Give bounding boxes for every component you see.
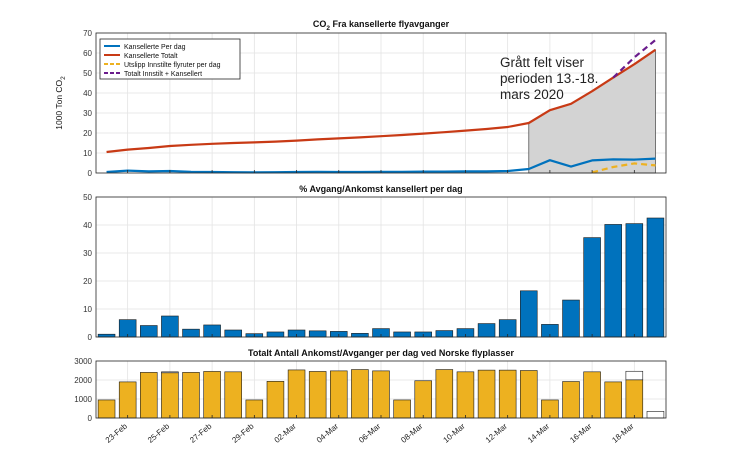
bar [308,330,327,338]
bar [351,333,369,338]
bar [625,223,644,338]
series-line-1 [106,48,657,154]
y-tick-label: 10 [83,305,92,314]
y-axis-label-part: 1000 Ton CO [54,79,64,129]
bar [118,381,137,419]
bar [604,224,622,338]
x-tick-label: 02-Mar [273,421,298,444]
bar [182,372,200,419]
chart-title-subscript: 2 [326,25,330,32]
cancelled-percent-bar-chart: 0 10 20 30 40 50 % Avgang/Ankomst kansellert p… [83,184,667,342]
annotation-line: perioden 13.-18. [500,71,598,86]
bar [203,371,221,419]
x-tick-label: 04-Mar [315,421,340,444]
bar [224,329,242,338]
bar [97,399,116,419]
legend-label-3: Totalt Innstilt + Kansellert [124,71,202,78]
bar [287,369,306,419]
bar [97,333,116,338]
y-axis-label-subscript: 2 [60,76,67,80]
y-tick-label: 10 [83,149,92,158]
bar [351,369,369,419]
y-tick-label: 50 [83,69,92,78]
bar [308,371,327,419]
y-tick-label: 1000 [74,395,92,404]
total-movements-bar-chart: 0 1000 2000 3000 Totalt Antall Ankomst/Avgan… [74,348,667,445]
bar-stacked [646,411,665,419]
chart-title-part: CO [313,19,327,29]
y-tick-label: 0 [88,414,93,423]
bar [435,330,454,338]
bar [182,328,200,338]
x-tick-label: 16-Mar [568,421,593,444]
bar [224,371,242,419]
y-tick-label: 2000 [74,376,92,385]
x-tick-label: 14-Mar [526,421,551,444]
bar [161,315,179,338]
chart-title-rest: Fra kansellerte flyavganger [330,19,450,29]
y-tick-label: 60 [83,49,92,58]
legend-label-0: Kansellerte Per dag [124,44,186,51]
y-tick-label: 70 [83,29,92,38]
bar [140,372,158,419]
bar [646,217,665,338]
y-axis-label: 1000 Ton CO2 [54,76,67,130]
legend-box [99,38,241,80]
bar [266,331,285,338]
y-tick-label: 3000 [74,357,92,366]
y-tick-label: 50 [83,193,92,202]
bar [562,299,580,338]
bar [498,369,517,419]
x-tick-label: 25-Feb [146,421,172,445]
bar-stacked [161,371,179,374]
bar [372,370,390,419]
bar [562,381,580,419]
bar [393,399,411,419]
y-tick-label: 30 [83,109,92,118]
y-tick-label: 0 [88,333,93,342]
x-tick-label: 27-Feb [188,421,214,445]
bar [266,381,285,419]
bar [414,380,432,419]
legend-label-1: Kansellerte Totalt [124,53,178,60]
bar [604,381,622,419]
bar-stacked [625,370,644,381]
chart-title: % Avgang/Ankomst kansellert per dag [299,184,462,194]
bar [520,370,538,419]
y-tick-label: 20 [83,129,92,138]
bar [456,371,475,419]
y-tick-label: 20 [83,277,92,286]
legend-label-2: Utslipp Innstilte flyruter per dag [124,62,221,69]
bar [583,371,601,419]
chart-title: CO2 Fra kansellerte flyavganger [313,19,450,32]
x-tick-label: 06-Mar [357,421,382,444]
bar [477,369,496,419]
y-tick-label: 0 [88,169,93,178]
bar [140,325,158,338]
series-line-2 [591,162,656,174]
chart-title: Totalt Antall Ankomst/Avganger per dag v… [248,348,514,358]
bar [393,331,411,338]
bar [520,290,538,338]
annotation-line: Grått felt viser [500,55,585,70]
x-tick-label: 18-Mar [610,421,635,444]
bar [435,369,454,419]
bar [583,237,601,338]
y-tick-label: 30 [83,249,92,258]
bar [625,379,644,419]
x-tick-label: 12-Mar [484,421,509,444]
x-tick-label: 29-Feb [230,421,256,445]
x-tick-label: 10-Mar [442,421,467,444]
legend: Kansellerte Per dag Kansellerte Totalt Uts… [99,38,241,80]
x-tick-label: 08-Mar [399,421,424,444]
y-tick-label: 40 [83,221,92,230]
bar [330,370,348,419]
bar [161,372,179,419]
annotation-line: mars 2020 [500,87,564,102]
y-tick-label: 40 [83,89,92,98]
bar [477,323,496,338]
x-tick-label: 23-Feb [104,421,130,445]
